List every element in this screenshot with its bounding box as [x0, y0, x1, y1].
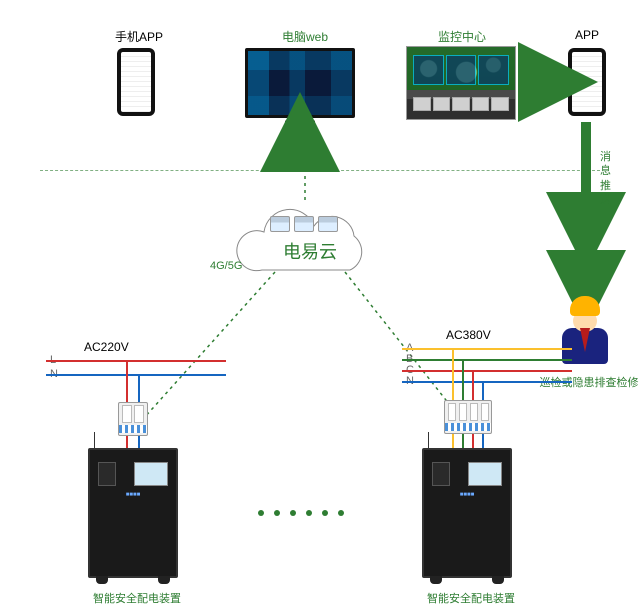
wire-b-drop	[462, 359, 464, 402]
ellipsis-dots	[258, 510, 344, 516]
wire-n-drop	[138, 374, 140, 404]
breaker-right	[444, 400, 492, 434]
wire-a-drop	[452, 348, 454, 402]
wire-b	[402, 359, 572, 361]
operator-icon	[558, 296, 612, 366]
wire-a	[402, 348, 572, 350]
wire-n	[46, 374, 226, 376]
wire-l	[46, 360, 226, 362]
device-left-label: 智能安全配电装置	[92, 590, 182, 606]
device-right: ■■■■	[422, 448, 512, 578]
wire-c	[402, 370, 572, 372]
device-left: ■■■■	[88, 448, 178, 578]
wire-l-drop	[126, 360, 128, 404]
breaker-left	[118, 402, 148, 436]
wire-n2	[402, 381, 572, 383]
wire-c-drop	[472, 370, 474, 402]
left-voltage-label: AC220V	[84, 340, 129, 354]
push-label: 消 息 推 送	[600, 150, 611, 207]
device-right-label: 智能安全配电装置	[426, 590, 516, 606]
wire-n2-drop	[482, 381, 484, 402]
right-voltage-label: AC380V	[446, 328, 491, 342]
